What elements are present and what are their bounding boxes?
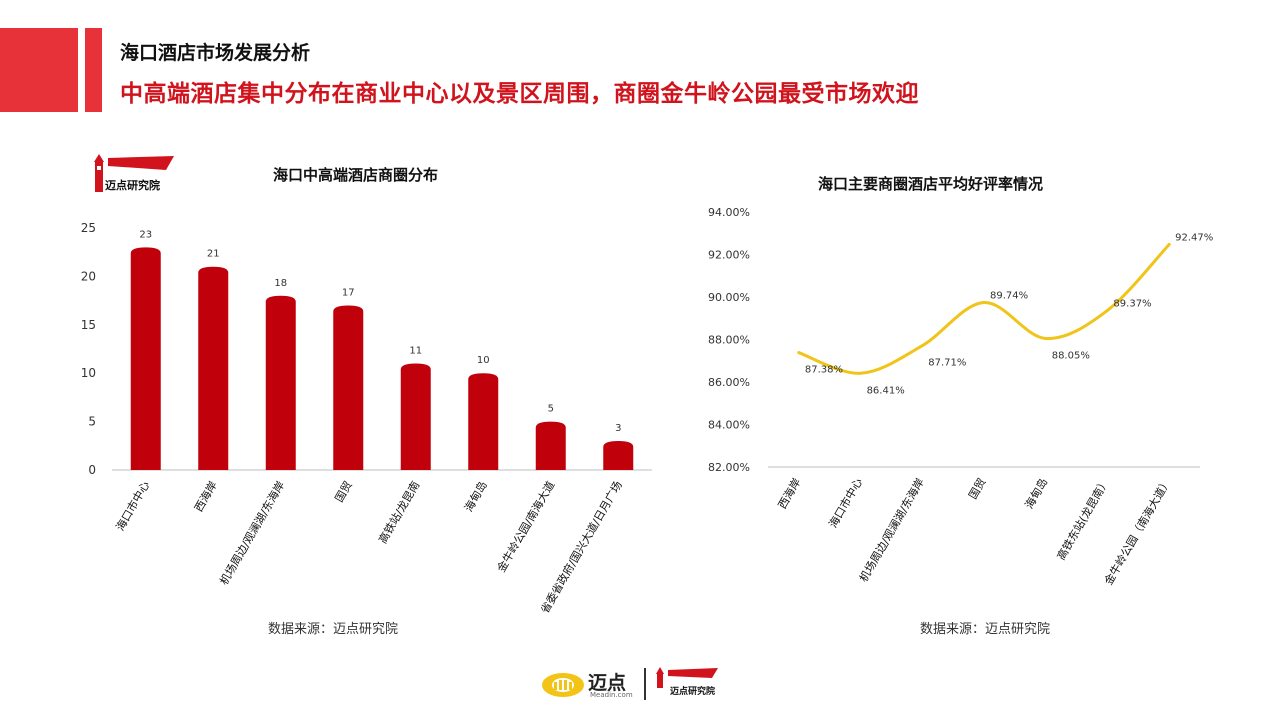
y-tick-label: 86.00% — [708, 376, 750, 389]
bar-data-label: 11 — [409, 346, 422, 357]
bar-group — [333, 305, 364, 470]
line-data-label: 88.05% — [1052, 350, 1090, 361]
y-tick-label: 94.00% — [708, 206, 750, 219]
bar-data-label: 21 — [207, 249, 220, 260]
bar — [535, 421, 566, 470]
bar-group — [130, 247, 161, 470]
x-tick-label: 金牛岭公园/南海大道 — [494, 479, 557, 575]
lighthouse-logo-icon — [94, 154, 174, 192]
line-data-label: 86.41% — [867, 385, 905, 396]
x-tick-label: 西海岸 — [191, 479, 220, 515]
x-tick-label: 省委省政府/国兴大道/日月广场 — [538, 479, 625, 616]
bar — [130, 247, 161, 470]
footer-institute: 迈点研究院 — [670, 687, 716, 697]
bar-group — [400, 363, 431, 470]
bar-data-label: 3 — [615, 423, 621, 434]
page-headline: 中高端酒店集中分布在商业中心以及景区周围，商圈金牛岭公园最受市场欢迎 — [120, 81, 919, 107]
x-tick-label: 高铁站/龙昆南 — [375, 479, 422, 546]
y-tick-label: 5 — [88, 415, 96, 429]
bar-data-label: 5 — [548, 404, 554, 415]
bar-chart-source: 数据来源：迈点研究院 — [268, 622, 399, 637]
x-tick-label: 机场周边/观澜湖/东海岸 — [217, 479, 288, 588]
x-tick-label: 海甸岛 — [461, 479, 490, 515]
y-tick-label: 20 — [81, 269, 96, 283]
x-tick-label: 高铁东站(龙昆南） — [1054, 476, 1112, 563]
footer-institute-logo-icon — [656, 667, 718, 688]
bar-group — [468, 373, 499, 470]
bar-group — [603, 440, 634, 470]
x-tick-label: 西海岸 — [775, 476, 804, 512]
bar-data-label: 10 — [477, 355, 490, 366]
page-subtitle: 海口酒店市场发展分析 — [120, 42, 311, 64]
y-tick-label: 82.00% — [708, 461, 750, 474]
institute-logo: 迈点研究院 — [86, 152, 186, 198]
bar — [468, 373, 499, 470]
bar-data-label: 17 — [342, 287, 355, 298]
x-tick-label: 国贸 — [333, 479, 355, 505]
bar-data-label: 18 — [274, 278, 287, 289]
footer-brand: 迈点 — [588, 672, 627, 694]
footer-brand-sub: Meadin.com — [590, 691, 633, 699]
footer-separator — [644, 668, 646, 700]
bar-data-label: 23 — [139, 229, 152, 240]
line-point — [920, 344, 924, 348]
line-point — [859, 371, 863, 375]
y-tick-label: 84.00% — [708, 419, 750, 432]
line-point — [1044, 336, 1048, 340]
line-point — [1167, 243, 1171, 247]
line-data-label: 89.37% — [1113, 298, 1151, 309]
bar-chart-title: 海口中高端酒店商圈分布 — [273, 166, 439, 184]
bar-group — [265, 295, 296, 470]
x-tick-label: 国贸 — [966, 476, 988, 502]
x-tick-label: 金牛岭公园（南海大道） — [1101, 475, 1174, 587]
header-accent-stripe — [85, 28, 102, 112]
meadin-eye-logo-icon — [542, 673, 584, 697]
footer-logos: 迈点 Meadin.com 迈点研究院 — [540, 664, 740, 704]
y-tick-label: 88.00% — [708, 334, 750, 347]
x-tick-label: 机场周边/观澜湖/东海岸 — [856, 476, 927, 585]
line-chart: 82.00% 84.00% 86.00% 88.00% 90.00% 92.00% 94.0… — [708, 206, 1213, 587]
y-tick-label: 92.00% — [708, 249, 750, 262]
line-data-label: 87.71% — [928, 358, 966, 369]
y-tick-label: 25 — [81, 221, 96, 235]
bar-group — [535, 421, 566, 470]
line-data-label: 89.74% — [990, 291, 1028, 302]
line-data-label: 92.47% — [1175, 233, 1213, 244]
institute-logo-text: 迈点研究院 — [105, 179, 160, 192]
bar-chart: 0 5 10 15 20 25 23 海口市中心 21 西海岸 18 机场周边/观澜湖/东海岸 17 国贸… — [81, 221, 652, 616]
header-accent-block — [0, 28, 78, 112]
line-data-label: 87.38% — [805, 365, 843, 376]
line-chart-title: 海口主要商圈酒店平均好评率情况 — [818, 175, 1044, 193]
bar — [603, 440, 634, 470]
bar — [198, 266, 229, 470]
bar — [265, 295, 296, 470]
y-tick-label: 0 — [88, 463, 96, 477]
x-tick-label: 海口市中心 — [826, 476, 866, 531]
y-tick-label: 90.00% — [708, 291, 750, 304]
x-tick-label: 海口市中心 — [113, 479, 153, 534]
y-tick-label: 15 — [81, 318, 96, 332]
bar — [333, 305, 364, 470]
line-point — [1105, 308, 1109, 312]
y-tick-label: 10 — [81, 366, 96, 380]
x-tick-label: 海甸岛 — [1022, 476, 1051, 512]
line-chart-source: 数据来源：迈点研究院 — [920, 622, 1051, 637]
line-point — [797, 351, 801, 355]
bar-group — [198, 266, 229, 470]
line-point — [982, 301, 986, 305]
bar — [400, 363, 431, 470]
